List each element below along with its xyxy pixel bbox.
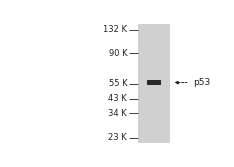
Text: 132 K: 132 K [103, 25, 127, 34]
Text: 90 K: 90 K [109, 49, 127, 58]
Bar [147, 80, 161, 85]
Text: p53: p53 [193, 78, 211, 87]
Bar [138, 24, 170, 143]
Text: 43 K: 43 K [108, 94, 127, 103]
Text: 55 K: 55 K [109, 79, 127, 88]
Text: 23 K: 23 K [108, 133, 127, 142]
Text: 34 K: 34 K [108, 109, 127, 118]
